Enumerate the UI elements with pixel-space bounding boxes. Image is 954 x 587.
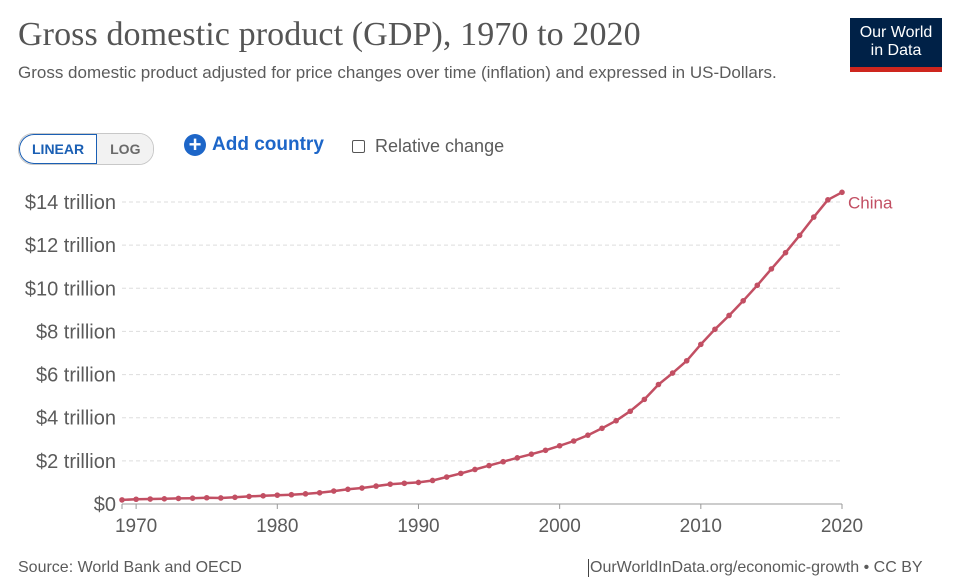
data-point bbox=[599, 425, 605, 432]
x-tick-label: 1980 bbox=[256, 516, 298, 537]
data-point bbox=[486, 462, 492, 469]
data-point bbox=[147, 496, 154, 502]
x-tick-label: 2020 bbox=[821, 516, 863, 537]
y-tick-label: $4 trillion bbox=[36, 408, 116, 430]
data-point bbox=[472, 466, 478, 473]
data-point bbox=[387, 481, 394, 487]
data-point bbox=[246, 493, 252, 500]
data-point bbox=[570, 438, 577, 444]
data-point bbox=[627, 408, 634, 415]
line-chart: $0 $2 trillion $4 trillion $6 trillion $8 tr… bbox=[25, 189, 893, 537]
source-note: Source: World Bank and OECD bbox=[18, 559, 242, 576]
data-point bbox=[810, 214, 817, 220]
data-point bbox=[683, 357, 690, 364]
data-point bbox=[175, 495, 182, 502]
data-point bbox=[825, 197, 831, 203]
y-tick-label: $2 trillion bbox=[36, 451, 116, 473]
data-point bbox=[203, 494, 210, 501]
data-point bbox=[712, 326, 718, 333]
y-tick-label: $12 trillion bbox=[25, 235, 116, 257]
y-tick-label: $6 trillion bbox=[36, 365, 116, 387]
data-point bbox=[754, 282, 761, 289]
y-tick-label: $0 bbox=[94, 494, 116, 516]
data-point bbox=[796, 232, 803, 239]
chart-subtitle: Gross domestic product adjusted for pric… bbox=[18, 63, 777, 82]
data-point bbox=[316, 489, 323, 496]
relative-change-checkbox[interactable] bbox=[352, 140, 365, 153]
relative-change-toggle[interactable]: Relative change bbox=[352, 136, 504, 157]
add-country-button[interactable]: + Add country bbox=[184, 134, 324, 156]
linear-scale-button[interactable]: LINEAR bbox=[19, 134, 98, 164]
data-point bbox=[330, 488, 337, 494]
data-point bbox=[542, 447, 549, 454]
chart-title: Gross domestic product (GDP), 1970 to 20… bbox=[18, 16, 641, 53]
relative-change-label: Relative change bbox=[375, 136, 505, 156]
owid-logo[interactable]: Our World in Data bbox=[850, 18, 942, 72]
data-point bbox=[232, 494, 238, 501]
data-point bbox=[302, 491, 309, 497]
y-tick-label: $14 trillion bbox=[25, 192, 116, 214]
data-point bbox=[260, 493, 266, 499]
logo-accent-bar bbox=[850, 67, 942, 72]
data-point bbox=[429, 477, 436, 484]
data-point bbox=[641, 396, 648, 403]
data-point bbox=[740, 297, 746, 304]
series-label: China bbox=[848, 193, 893, 212]
data-point bbox=[585, 432, 591, 438]
data-point bbox=[698, 341, 704, 348]
data-point bbox=[345, 486, 351, 493]
data-point bbox=[782, 249, 789, 256]
data-point bbox=[655, 381, 662, 388]
data-point bbox=[401, 480, 408, 487]
x-tick-label: 1990 bbox=[397, 516, 439, 537]
footer-link[interactable]: OurWorldInData.org/economic-growth • CC … bbox=[588, 559, 923, 577]
data-point bbox=[839, 189, 845, 196]
data-point bbox=[458, 470, 464, 477]
add-country-label: Add country bbox=[212, 134, 324, 155]
logo-line-2: in Data bbox=[870, 42, 922, 59]
data-point bbox=[274, 492, 281, 498]
logo-line-1: Our World bbox=[859, 24, 933, 41]
x-tick-label: 2010 bbox=[680, 516, 722, 537]
data-point bbox=[726, 312, 732, 319]
data-point bbox=[443, 474, 450, 480]
data-point bbox=[669, 370, 676, 376]
data-point bbox=[415, 479, 422, 486]
y-tick-label: $8 trillion bbox=[36, 321, 116, 343]
data-point bbox=[189, 495, 196, 501]
plus-circle-icon: + bbox=[184, 134, 206, 156]
data-point bbox=[218, 495, 224, 501]
x-tick-label: 1970 bbox=[115, 516, 157, 537]
data-point bbox=[514, 455, 521, 461]
data-point bbox=[373, 483, 379, 489]
data-point bbox=[133, 496, 139, 503]
data-point bbox=[500, 458, 506, 465]
data-point bbox=[556, 442, 563, 449]
data-point bbox=[288, 491, 295, 498]
y-tick-label: $10 trillion bbox=[25, 278, 116, 300]
series-line-china bbox=[121, 191, 843, 502]
data-point bbox=[359, 485, 365, 491]
scale-toggle: LINEAR LOG bbox=[18, 133, 155, 165]
data-point bbox=[161, 496, 168, 502]
data-point bbox=[528, 451, 535, 457]
x-tick-label: 2000 bbox=[539, 516, 581, 537]
log-scale-button[interactable]: LOG bbox=[97, 134, 154, 164]
data-point bbox=[613, 417, 619, 424]
data-point bbox=[768, 266, 775, 272]
data-point bbox=[119, 497, 125, 503]
